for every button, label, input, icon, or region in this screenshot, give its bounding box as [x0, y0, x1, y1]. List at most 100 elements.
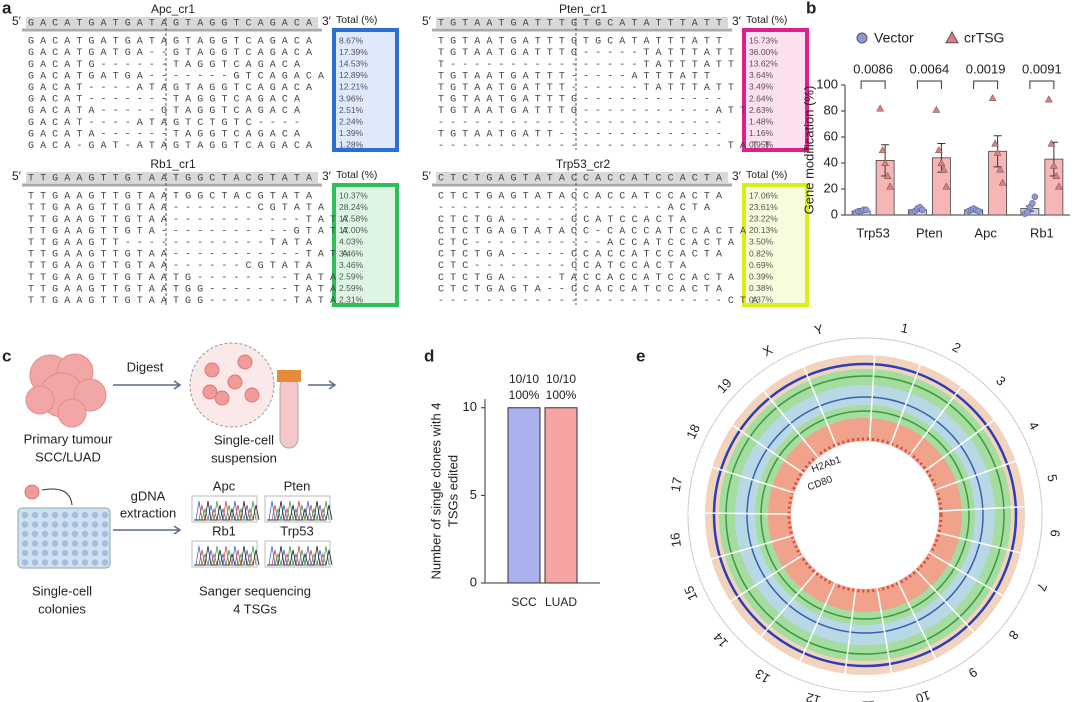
- allele-percent: 12.89%: [339, 70, 368, 80]
- allele-sequence: CTCTGAGTA--CCACCATCCACTA: [438, 284, 722, 295]
- allele-sequence: GACATA-----GTAGGTCAGACA: [28, 106, 300, 117]
- circos-track: [725, 375, 1005, 655]
- well: [71, 521, 79, 528]
- circos-divider: [934, 454, 1032, 491]
- well: [81, 549, 89, 557]
- well: [101, 511, 109, 519]
- allele-percent: 1.16%: [749, 128, 774, 138]
- well: [101, 540, 109, 547]
- chromosome-label: 17: [668, 476, 685, 493]
- well: [41, 511, 49, 519]
- p-value: 0.0086: [853, 61, 893, 76]
- y-tick-label: 60: [824, 128, 838, 143]
- circos-divider: [868, 338, 877, 442]
- significance-bracket: [973, 80, 999, 89]
- circos-divider: [908, 373, 972, 457]
- y-tick-label: 20: [824, 180, 838, 195]
- well: [21, 530, 29, 538]
- p-value: 0.0091: [1022, 61, 1062, 76]
- well: [31, 521, 39, 528]
- total-header: Total (%): [746, 14, 787, 26]
- total-header: Total (%): [746, 169, 787, 181]
- allele-percent: 0.38%: [749, 283, 774, 293]
- legend-label: crTSG: [964, 30, 1004, 46]
- well: [71, 549, 79, 557]
- allele-sequence: TGTAATGATTT------TATTTATT: [438, 83, 734, 94]
- y-axis-label: Gene modification (%): [801, 86, 816, 215]
- caption: Single-cell: [214, 432, 274, 447]
- allele-sequence: CTCTGAGTATACCACCATCCACTA: [438, 192, 722, 203]
- allele-sequence: TGTAATGATTTG------------: [438, 95, 722, 106]
- step-label: gDNA: [131, 488, 166, 503]
- allele-percent: 36.00%: [749, 47, 778, 57]
- well: [31, 511, 39, 519]
- well: [21, 521, 29, 528]
- circos-track: [712, 362, 1018, 668]
- y-tick-label: 5: [470, 487, 477, 502]
- circos-divider: [936, 531, 1038, 558]
- panel-letter: e: [636, 346, 645, 365]
- data-point: [881, 158, 890, 167]
- allele-percent: 2.24%: [339, 116, 364, 126]
- allele-percent: 3.49%: [749, 82, 774, 92]
- percent-label: 100%: [509, 388, 540, 402]
- circos-divider: [718, 415, 805, 475]
- gene-label: Apc: [213, 478, 236, 493]
- x-tick-label: Rb1: [1030, 225, 1054, 240]
- y-tick-label: 100: [816, 76, 838, 91]
- allele-percent: 17.06%: [749, 190, 778, 200]
- well: [61, 559, 69, 566]
- five-prime: 5′: [12, 169, 22, 183]
- reference-highlight: [26, 172, 318, 183]
- caption: 4 TSGs: [233, 601, 277, 616]
- guide-name: Rb1_cr1: [150, 157, 196, 171]
- caption: SCC/LUAD: [35, 449, 101, 464]
- allele-percent: 14.53%: [339, 58, 368, 68]
- guide-name: Apc_cr1: [151, 2, 195, 16]
- chromosome-label: 2: [950, 339, 964, 356]
- data-point: [878, 145, 887, 154]
- data-point: [937, 158, 946, 167]
- allele-sequence: TGTAATGATTTG-----------ATT: [438, 106, 746, 117]
- allele-sequence: TTGAAGTTGTAATGG-------TATA: [28, 296, 336, 307]
- allele-percent: 1.39%: [339, 128, 364, 138]
- well: [41, 549, 49, 557]
- allele-percent: 17.58%: [339, 213, 368, 223]
- three-prime: 3′: [732, 169, 742, 183]
- well: [101, 521, 109, 528]
- allele-percent: 3.96%: [339, 93, 364, 103]
- legend-marker: [945, 30, 959, 44]
- panel-letter: a: [2, 0, 12, 17]
- well: [101, 559, 109, 566]
- data-point: [1024, 209, 1031, 216]
- data-point: [886, 182, 895, 190]
- allele-percent: 1.48%: [749, 116, 774, 126]
- five-prime: 5′: [422, 169, 432, 183]
- caption: colonies: [38, 601, 86, 616]
- well: [91, 530, 99, 538]
- chromosome-label: 4: [1026, 419, 1043, 432]
- well: [61, 549, 69, 557]
- single-cell: [244, 387, 260, 403]
- circos-divider: [928, 551, 1019, 606]
- data-point: [1031, 193, 1039, 201]
- well: [91, 540, 99, 547]
- data-point: [862, 206, 870, 214]
- allele-sequence: TTGAAGTTGTA-----------GTATA: [28, 226, 348, 237]
- well: [71, 511, 79, 519]
- well: [81, 530, 89, 538]
- arrow: [113, 380, 182, 390]
- well: [101, 530, 109, 538]
- well: [31, 540, 39, 547]
- allele-percent: 2.59%: [339, 271, 364, 281]
- well: [81, 540, 89, 547]
- well: [81, 521, 89, 528]
- allele-sequence: GACATGATGA--GTAGGTCAGACA: [28, 48, 312, 59]
- allele-percent: 0.39%: [749, 271, 774, 281]
- colony-cell: [24, 484, 40, 500]
- x-tick-label: SCC: [511, 595, 537, 609]
- circos-divider: [914, 568, 987, 646]
- allele-sequence: CTC-----------ACCATCCACTA: [438, 238, 734, 249]
- well: [61, 521, 69, 528]
- data-point: [932, 105, 941, 113]
